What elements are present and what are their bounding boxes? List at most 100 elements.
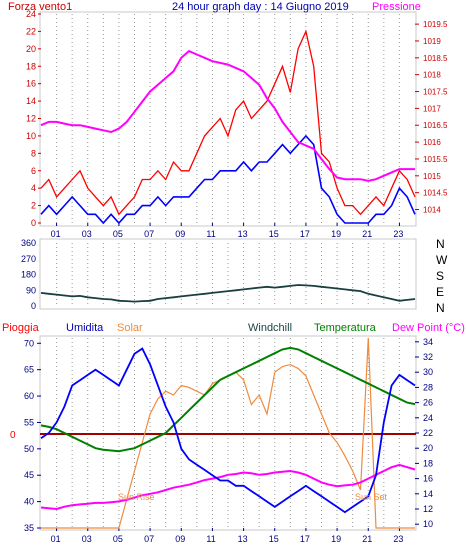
humidity-series [40, 347, 416, 514]
temperature-tick-label: 16 [423, 474, 433, 484]
x-tick-label: 17 [300, 229, 310, 239]
compass-label: N [436, 301, 445, 315]
dewpoint-series [40, 463, 416, 511]
humidity-tick-label: 65 [24, 365, 34, 375]
humidity-temperature-panel: Pioggia Umidita Solar Windchill Temperat… [2, 322, 465, 544]
solar-series [41, 337, 415, 529]
pressure-tick-label: 1019 [423, 37, 441, 46]
x-tick-label: 03 [82, 229, 92, 239]
pressure-tick-label: 1015 [423, 172, 441, 181]
compass-label: E [436, 285, 444, 299]
wind-tick-label: 4 [31, 183, 36, 193]
direction-tick-label: 0 [31, 301, 36, 311]
humidity-tick-label: 60 [24, 391, 34, 401]
humidity-tick-label: 45 [24, 470, 34, 480]
pressure-tick-label: 1018.5 [423, 54, 448, 63]
humidity-tick-label: 55 [24, 417, 34, 427]
wind-direction-frame [39, 238, 417, 310]
temperature-tick-label: 18 [423, 458, 433, 468]
wind-tick-label: 16 [26, 79, 36, 89]
x-tick-label: 11 [206, 534, 215, 544]
umidita-legend: Umidita [66, 322, 104, 334]
wind-tick-label: 0 [31, 218, 36, 228]
x-tick-label: 11 [206, 229, 215, 239]
pressure-tick-label: 1014.5 [423, 189, 448, 198]
x-tick-label: 17 [300, 534, 310, 544]
temperature-axis-ticks: 10 12 14 16 18 20 22 24 26 28 30 32 34 [415, 337, 433, 529]
wind-direction-series [40, 284, 416, 303]
x-tick-label: 21 [362, 229, 372, 239]
compass-label: S [436, 269, 444, 283]
sunrise-label: Sun Rise [118, 492, 155, 502]
x-tick-label: 21 [362, 534, 372, 544]
x-tick-label: 19 [331, 229, 341, 239]
compass-label: W [436, 253, 448, 267]
solar-legend: Solar [117, 322, 143, 334]
temperature-tick-label: 22 [423, 428, 433, 438]
compass-label: N [436, 237, 445, 251]
pioggia-legend: Pioggia [2, 322, 40, 334]
wind-tick-label: 12 [26, 114, 36, 124]
temperature-tick-label: 26 [423, 398, 433, 408]
temperature-tick-label: 32 [423, 352, 433, 362]
x-tick-label: 07 [144, 534, 154, 544]
wind-tick-label: 14 [26, 96, 36, 106]
wind-x-ticks: 01 03 05 07 09 11 13 15 17 19 21 23 [51, 223, 403, 239]
temperature-tick-label: 10 [423, 519, 433, 529]
pressure-tick-label: 1015.5 [423, 155, 448, 164]
sunset-label: Sun Set [355, 492, 388, 502]
x-tick-label: 13 [238, 534, 248, 544]
wind-tick-label: 8 [31, 148, 36, 158]
rain-zero-label: 0 [10, 430, 16, 441]
pressure-tick-label: 1017.5 [423, 88, 448, 97]
dewpoint-legend: Dew Point (°C) [392, 322, 465, 334]
x-tick-label: 05 [113, 534, 123, 544]
humidity-tick-label: 40 [24, 497, 34, 507]
pressure-series [40, 49, 415, 182]
wind-tick-label: 20 [26, 44, 36, 54]
pressure-axis-title: Pressione [372, 1, 421, 13]
x-tick-label: 15 [269, 534, 279, 544]
wind-tick-label: 24 [26, 9, 36, 19]
x-tick-label: 09 [175, 534, 185, 544]
x-tick-label: 15 [269, 229, 279, 239]
temperature-tick-label: 14 [423, 489, 433, 499]
x-tick-label: 07 [144, 229, 154, 239]
x-tick-label: 23 [393, 534, 403, 544]
wind-tick-label: 6 [31, 166, 36, 176]
direction-tick-label: 180 [21, 270, 36, 280]
pressure-tick-label: 1019.5 [423, 20, 448, 29]
humidity-tick-label: 70 [24, 338, 34, 348]
wind-grid [56, 14, 400, 223]
pressure-tick-label: 1018 [423, 71, 441, 80]
wind-tick-label: 18 [26, 61, 36, 71]
humidity-axis-ticks: 35 40 45 50 55 60 65 70 [24, 338, 41, 533]
wind-tick-label: 10 [26, 131, 36, 141]
direction-axis-ticks: 0 90 180 270 360 [21, 238, 36, 311]
direction-tick-label: 360 [21, 238, 36, 248]
direction-tick-label: 90 [26, 285, 36, 295]
temperature-tick-label: 24 [423, 413, 433, 423]
x-tick-label: 03 [82, 534, 92, 544]
wind-average-series [40, 134, 416, 225]
pressure-tick-label: 1014 [423, 206, 441, 215]
x-tick-label: 05 [113, 229, 123, 239]
graph-title: 24 hour graph day : 14 Giugno 2019 [172, 1, 349, 13]
temperature-series [40, 346, 416, 453]
windchill-legend: Windchill [248, 322, 292, 334]
pressure-tick-label: 1017 [423, 104, 441, 113]
temperature-tick-label: 28 [423, 382, 433, 392]
humidity-tick-label: 50 [24, 444, 34, 454]
wind-tick-label: 22 [26, 26, 36, 36]
wind-gust-series [40, 29, 416, 216]
x-tick-label: 23 [393, 229, 403, 239]
x-tick-label: 19 [331, 534, 341, 544]
wind-axis-title: Forza vento1 [8, 1, 72, 13]
temperature-tick-label: 30 [423, 367, 433, 377]
pressure-axis-ticks: 1014 1014.5 1015 1015.5 1016 1016.5 1017 1017.5… [415, 20, 448, 215]
x-tick-label: 01 [51, 534, 61, 544]
